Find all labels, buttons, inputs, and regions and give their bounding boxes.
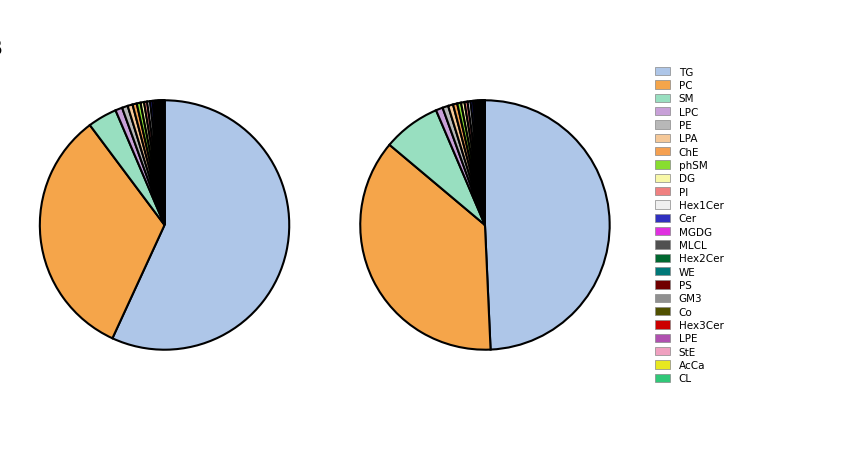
Wedge shape <box>461 103 485 226</box>
Wedge shape <box>470 101 485 226</box>
Wedge shape <box>160 101 165 226</box>
Wedge shape <box>475 101 485 226</box>
Wedge shape <box>144 102 165 226</box>
Wedge shape <box>163 101 165 226</box>
Wedge shape <box>150 101 165 226</box>
Wedge shape <box>132 104 165 226</box>
Wedge shape <box>122 106 165 226</box>
Wedge shape <box>473 101 485 226</box>
Wedge shape <box>162 101 165 226</box>
Wedge shape <box>468 102 485 226</box>
Text: B: B <box>0 39 3 59</box>
Wedge shape <box>157 101 165 226</box>
Wedge shape <box>137 103 165 226</box>
Wedge shape <box>448 105 485 226</box>
Wedge shape <box>360 146 490 350</box>
Wedge shape <box>161 101 165 226</box>
Wedge shape <box>443 106 485 226</box>
Wedge shape <box>158 101 165 226</box>
Wedge shape <box>115 109 165 226</box>
Wedge shape <box>485 101 610 350</box>
Wedge shape <box>155 101 165 226</box>
Wedge shape <box>477 101 485 226</box>
Wedge shape <box>478 101 485 226</box>
Wedge shape <box>453 104 485 226</box>
Wedge shape <box>40 126 165 339</box>
Wedge shape <box>140 103 165 226</box>
Wedge shape <box>90 111 165 226</box>
Wedge shape <box>390 111 485 226</box>
Wedge shape <box>480 101 485 226</box>
Wedge shape <box>436 109 485 226</box>
Wedge shape <box>152 101 165 226</box>
Wedge shape <box>481 101 485 226</box>
Wedge shape <box>127 105 165 226</box>
Wedge shape <box>457 103 485 226</box>
Wedge shape <box>483 101 485 226</box>
Wedge shape <box>483 101 485 226</box>
Wedge shape <box>163 101 165 226</box>
Wedge shape <box>482 101 485 226</box>
Wedge shape <box>113 101 289 350</box>
Legend: TG, PC, SM, LPC, PE, LPA, ChE, phSM, DG, PI, Hex1Cer, Cer, MGDG, MLCL, Hex2Cer, : TG, PC, SM, LPC, PE, LPA, ChE, phSM, DG,… <box>655 68 723 383</box>
Wedge shape <box>159 101 165 226</box>
Wedge shape <box>464 102 485 226</box>
Wedge shape <box>147 102 165 226</box>
Wedge shape <box>481 101 485 226</box>
